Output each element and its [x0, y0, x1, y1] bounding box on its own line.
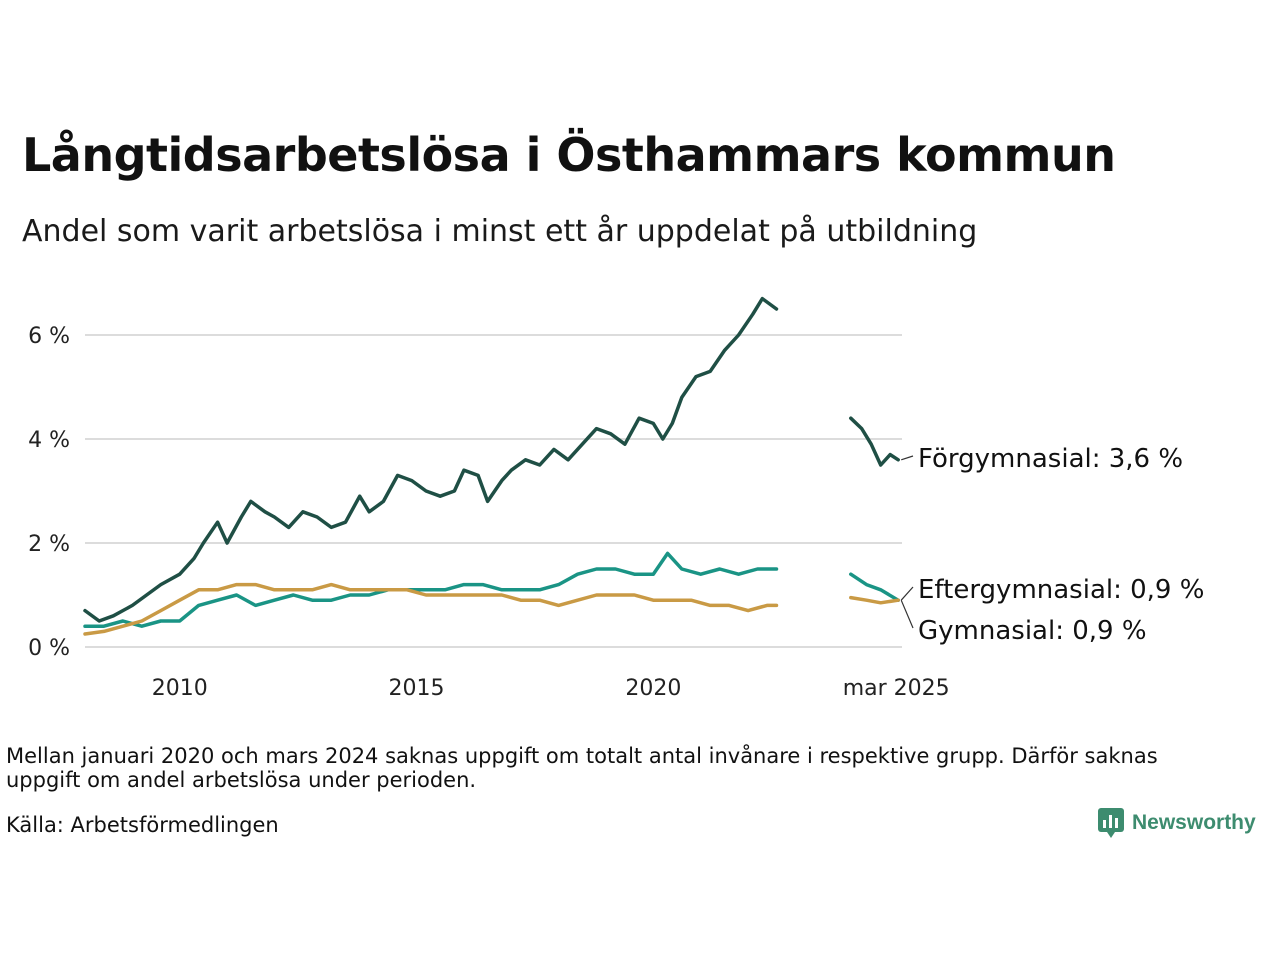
newsworthy-logo[interactable]: Newsworthy: [1098, 808, 1256, 838]
x-tick-label: 2015: [389, 676, 445, 701]
series-line-after-gap: [849, 572, 900, 602]
series-line-after-gap: [849, 595, 900, 605]
series-lines: [83, 296, 900, 636]
logo-text: Newsworthy: [1132, 811, 1256, 834]
series-line: [83, 551, 779, 628]
y-tick-label: 0 %: [28, 636, 70, 661]
source-text: Källa: Arbetsförmedlingen: [6, 813, 279, 837]
series-end-label: Gymnasial: 0,9 %: [918, 616, 1147, 646]
label-leader-line: [901, 455, 914, 461]
y-tick-label: 6 %: [28, 324, 70, 349]
series-end-label: Eftergymnasial: 0,9 %: [918, 575, 1204, 605]
x-tick-label: 2020: [625, 676, 681, 701]
chart-title: Långtidsarbetslösa i Östhammars kommun: [22, 128, 1116, 182]
series-line-after-gap: [849, 416, 900, 467]
series-end-labels: Förgymnasial: 3,6 % Eftergymnasial: 0,9 %…: [900, 444, 1204, 646]
footnote: Mellan januari 2020 och mars 2024 saknas…: [6, 744, 1158, 792]
logo-icon: [1098, 808, 1124, 838]
label-leader-line: [900, 586, 914, 601]
label-leader-line: [900, 599, 914, 629]
chart-subtitle: Andel som varit arbetslösa i minst ett å…: [22, 214, 978, 249]
series-line: [83, 296, 779, 623]
x-tick-label: 2010: [152, 676, 208, 701]
grid-lines: [85, 334, 902, 648]
line-chart: 0 % 2 % 4 % 6 % 2010 2015 2020 mar 2025 Förgym…: [28, 296, 1204, 701]
y-tick-label: 2 %: [28, 532, 70, 557]
series-line: [83, 582, 779, 636]
y-axis-ticks: 0 % 2 % 4 % 6 %: [28, 324, 70, 661]
x-tick-label: mar 2025: [843, 676, 950, 701]
x-axis-ticks: 2010 2015 2020 mar 2025: [152, 676, 950, 701]
y-tick-label: 4 %: [28, 428, 70, 453]
series-end-label: Förgymnasial: 3,6 %: [918, 444, 1183, 474]
